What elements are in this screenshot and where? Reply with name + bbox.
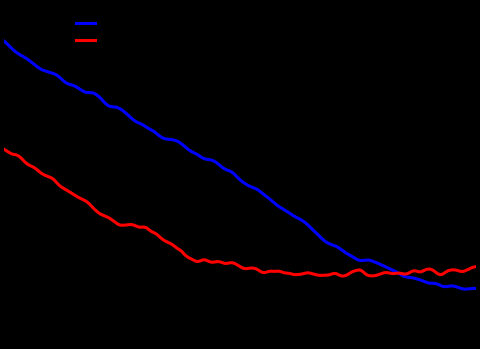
Noncurrent Loan Rate: [449, 284, 455, 288]
Line: Noncurrent Loan Rate: Noncurrent Loan Rate: [4, 41, 476, 289]
Noncurrent Loan Rate: [1, 39, 7, 43]
Quarterly Net Charge-Off Rate: [435, 272, 441, 276]
Noncurrent Loan Rate: [89, 91, 95, 95]
Noncurrent Loan Rate: [464, 287, 469, 291]
Quarterly Net Charge-Off Rate: [452, 268, 457, 272]
Noncurrent Loan Rate: [30, 61, 36, 65]
Noncurrent Loan Rate: [127, 114, 132, 119]
Quarterly Net Charge-Off Rate: [30, 165, 36, 169]
Quarterly Net Charge-Off Rate: [340, 274, 346, 278]
Noncurrent Loan Rate: [432, 281, 438, 285]
Quarterly Net Charge-Off Rate: [20, 158, 26, 162]
Quarterly Net Charge-Off Rate: [473, 265, 479, 269]
Noncurrent Loan Rate: [473, 286, 479, 290]
Line: Quarterly Net Charge-Off Rate: Quarterly Net Charge-Off Rate: [4, 149, 476, 276]
Quarterly Net Charge-Off Rate: [1, 147, 7, 151]
Quarterly Net Charge-Off Rate: [89, 205, 95, 209]
Legend: Noncurrent Loan Rate, Quarterly Net Charge-Off Rate: Noncurrent Loan Rate, Quarterly Net Char…: [76, 17, 291, 47]
Noncurrent Loan Rate: [20, 54, 26, 59]
Quarterly Net Charge-Off Rate: [127, 222, 132, 227]
